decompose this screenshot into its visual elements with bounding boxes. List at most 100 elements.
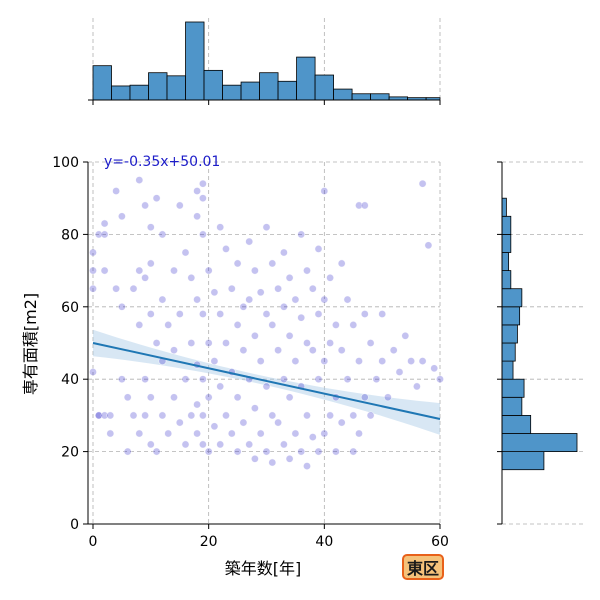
scatter-point (378, 357, 387, 365)
scatter-point (262, 382, 271, 391)
right-hist-bar (501, 396, 523, 416)
scatter-point (331, 447, 340, 456)
right-hist-bar (501, 233, 512, 253)
scatter-point (366, 411, 375, 420)
scatter-point (198, 310, 207, 318)
scatter-point (303, 411, 311, 420)
scatter-point (245, 440, 254, 449)
top-hist-bar (92, 65, 112, 101)
right-hist-bar (501, 197, 507, 217)
right-hist-bar (501, 215, 512, 235)
scatter-point (227, 284, 236, 293)
scatter-point (112, 187, 120, 195)
scatter-point (291, 295, 300, 304)
scatter-point (303, 339, 311, 347)
right-hist-bar (501, 414, 532, 434)
scatter-point (193, 295, 201, 304)
scatter-point (291, 429, 300, 438)
scatter-point (331, 320, 340, 329)
scatter-point (407, 357, 415, 365)
scatter-point (245, 295, 254, 304)
scatter-point (210, 422, 219, 431)
right-hist-bar (501, 451, 545, 471)
scatter-point (320, 295, 329, 304)
scatter-point (262, 447, 271, 456)
scatter-point (250, 331, 259, 340)
scatter-point (100, 219, 109, 228)
x-tick-label: 20 (200, 534, 218, 550)
right-hist-bar (501, 378, 525, 398)
y-tick-label: 80 (61, 227, 79, 243)
scatter-point (279, 440, 288, 449)
top-hist-bar (166, 75, 186, 101)
scatter-point (135, 320, 144, 329)
scatter-point (164, 429, 173, 438)
scatter-point (343, 375, 352, 384)
scatter-point (424, 241, 433, 250)
scatter-point (193, 187, 201, 195)
scatter-point (158, 295, 167, 304)
right-hist-bar (501, 252, 510, 272)
scatter-point (204, 339, 213, 347)
scatter-point (181, 248, 190, 257)
scatter-point (216, 382, 225, 391)
top-hist-bar (296, 56, 316, 101)
scatter-point (216, 223, 225, 232)
scatter-point (250, 454, 259, 463)
scatter-point (129, 411, 138, 420)
scatter-point (129, 284, 138, 293)
scatter-point (378, 310, 387, 318)
scatter-point (279, 302, 288, 311)
scatter-point (89, 266, 97, 275)
scatter-point (175, 418, 184, 427)
x-axis-ticks: 0 20 40 60 (89, 100, 449, 550)
scatter-point (193, 400, 201, 409)
scatter-point (355, 357, 363, 365)
scatter-point (233, 447, 242, 456)
scatter-point (94, 411, 103, 420)
scatter-point (141, 375, 149, 384)
scatter-point (106, 411, 115, 420)
scatter-point (285, 393, 294, 402)
scatter-point (141, 411, 149, 420)
scatter-point (216, 440, 225, 449)
scatter-point (430, 364, 439, 373)
scatter-point (326, 339, 334, 347)
scatter-point (320, 187, 329, 195)
scatter-point (204, 393, 213, 402)
scatter-point (94, 230, 103, 239)
right-marginal-histogram (501, 197, 578, 471)
scatter-point (135, 176, 144, 184)
x-tick-label: 40 (315, 534, 333, 550)
scatter-point (135, 266, 144, 275)
scatter-point (274, 284, 282, 293)
scatter-point (262, 223, 271, 232)
scatter-point (198, 194, 207, 203)
scatter-point (436, 375, 444, 384)
scatter-point (146, 440, 155, 449)
scatter-point (326, 411, 334, 420)
top-hist-bar (351, 93, 371, 101)
scatter-point (268, 458, 277, 467)
scatter-point (303, 266, 311, 275)
top-hist-bar (314, 74, 334, 101)
scatter-point (314, 310, 323, 318)
scatter-point (198, 179, 207, 188)
top-hist-bar (333, 88, 353, 101)
scatter-point (204, 447, 213, 456)
scatter-point (308, 284, 317, 293)
scatter-point (141, 201, 149, 210)
scatter-point (360, 393, 369, 402)
scatter-point (314, 447, 323, 456)
scatter-point (181, 440, 190, 449)
scatter-point (268, 411, 277, 420)
scatter-point (256, 288, 265, 297)
y-axis-title: 専有面積[m2] (21, 293, 40, 395)
top-hist-bar (240, 81, 260, 101)
scatter-point (198, 230, 207, 239)
regression-confidence-band (93, 329, 440, 435)
right-hist-bar (501, 324, 518, 344)
scatter-point (123, 447, 132, 456)
scatter-points (89, 176, 444, 470)
scatter-point (146, 310, 155, 318)
